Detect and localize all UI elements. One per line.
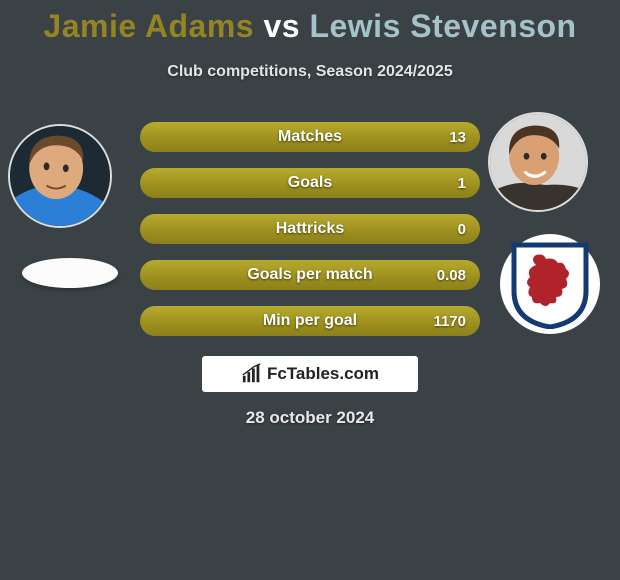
avatar-left-icon — [10, 126, 110, 226]
stat-row: Matches 13 — [140, 122, 480, 152]
avatar-right-icon — [490, 114, 586, 210]
stat-label: Matches — [140, 122, 480, 152]
stat-row: Goals 1 — [140, 168, 480, 198]
stat-label: Min per goal — [140, 306, 480, 336]
stat-value-right: 13 — [449, 122, 466, 152]
player-left-name: Jamie Adams — [43, 8, 254, 44]
stats-container: Matches 13 Goals 1 Hattricks 0 Goals per… — [140, 122, 480, 352]
page-title: Jamie Adams vs Lewis Stevenson — [0, 0, 620, 45]
player-left-avatar — [8, 124, 112, 228]
stat-value-right: 1 — [458, 168, 466, 198]
stat-value-right: 0.08 — [437, 260, 466, 290]
team-crest — [500, 234, 600, 334]
watermark-text: FcTables.com — [267, 364, 379, 384]
subtitle: Club competitions, Season 2024/2025 — [0, 63, 620, 81]
stat-row: Min per goal 1170 — [140, 306, 480, 336]
stat-value-right: 1170 — [433, 306, 466, 336]
stat-label: Goals per match — [140, 260, 480, 290]
stat-label: Hattricks — [140, 214, 480, 244]
crest-icon — [510, 239, 590, 329]
stat-label: Goals — [140, 168, 480, 198]
player-right-avatar — [488, 112, 588, 212]
stat-row: Hattricks 0 — [140, 214, 480, 244]
player-left-tag — [22, 258, 118, 288]
player-right-name: Lewis Stevenson — [309, 8, 576, 44]
stat-value-right: 0 — [458, 214, 466, 244]
date-label: 28 october 2024 — [0, 408, 620, 428]
vs-separator: vs — [263, 8, 300, 44]
stat-row: Goals per match 0.08 — [140, 260, 480, 290]
bar-chart-icon — [241, 363, 263, 385]
watermark: FcTables.com — [202, 356, 418, 392]
